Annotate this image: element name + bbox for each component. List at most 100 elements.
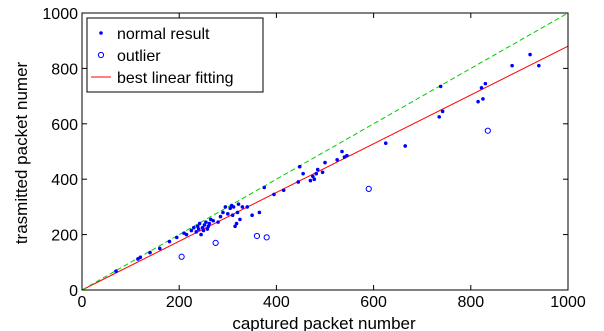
x-tick-label: 600 (360, 294, 387, 311)
y-tick-label: 400 (51, 172, 78, 189)
data-point (308, 178, 313, 183)
reference-line (81, 12, 569, 291)
data-point (157, 246, 162, 251)
data-point (195, 224, 200, 229)
data-point (200, 225, 205, 230)
data-point (272, 192, 276, 197)
x-tick-label: 400 (263, 294, 290, 311)
data-point (211, 218, 216, 223)
data-point (528, 52, 532, 57)
legend-label: outlier (117, 48, 161, 65)
data-point (383, 141, 388, 145)
data-point (238, 217, 242, 222)
outlier-point (212, 239, 219, 247)
data-point (240, 205, 245, 209)
data-point (204, 220, 208, 224)
data-point (233, 224, 237, 229)
data-point (205, 227, 210, 231)
data-point (216, 220, 220, 224)
data-point (257, 210, 262, 215)
data-point (323, 160, 327, 165)
data-point (228, 206, 233, 211)
outlier-point (365, 185, 372, 192)
outlier-point (263, 234, 270, 241)
data-point (199, 232, 203, 237)
x-axis-label: captured packet number (232, 314, 416, 331)
data-point (297, 164, 302, 169)
plot-frame (81, 12, 569, 291)
data-point (138, 255, 143, 260)
data-point (206, 224, 211, 229)
x-tick-label: 1000 (550, 294, 586, 311)
data-point (311, 174, 315, 179)
data-point (223, 205, 228, 209)
data-point (218, 214, 223, 219)
axes-layer (81, 12, 569, 291)
data-point (296, 180, 301, 184)
data-point (221, 210, 225, 215)
data-point (301, 171, 305, 176)
data-point (207, 221, 212, 226)
legend-marker-open (97, 51, 105, 59)
data-point (231, 205, 236, 209)
data-point (201, 228, 206, 233)
data-point (194, 230, 199, 234)
data-point (236, 202, 241, 206)
data-point (250, 213, 254, 218)
outlier-point (178, 253, 185, 260)
data-point (481, 97, 485, 101)
x-tick-label: 0 (78, 294, 87, 311)
legend: normal result outlier best linear fitting (86, 17, 264, 93)
data-point (184, 232, 189, 237)
data-point (281, 188, 286, 193)
data-point (314, 171, 319, 176)
data-point (438, 84, 443, 89)
data-point (440, 109, 445, 114)
y-tick-label: 600 (51, 117, 78, 134)
data-point (202, 223, 207, 227)
outlier-point (484, 127, 491, 134)
data-point (312, 177, 317, 181)
data-point (479, 85, 484, 90)
data-point (345, 153, 349, 158)
data-point (189, 228, 194, 233)
fit-line (81, 45, 569, 291)
data-point (196, 227, 201, 231)
data-point (315, 167, 320, 172)
data-point (234, 221, 239, 226)
x-tick-label: 800 (457, 294, 484, 311)
y-tick-label: 800 (51, 61, 78, 78)
data-point (437, 115, 442, 119)
legend-marker-filled (99, 31, 103, 35)
ticks-layer: 0 200 400 600 800 1000 0 200 400 600 800 1000 (42, 6, 585, 311)
data-point (148, 250, 152, 255)
data-point (235, 210, 240, 215)
data-point (262, 185, 267, 190)
data-point (167, 239, 172, 244)
legend-label: best linear fitting (117, 70, 234, 87)
data-point (320, 170, 325, 175)
data-point (483, 81, 488, 86)
y-tick-label: 0 (69, 283, 78, 300)
data-point (174, 235, 179, 240)
legend-label: normal result (117, 26, 210, 43)
data-point (191, 225, 196, 230)
y-axis-label: trasmitted packet numer (12, 61, 31, 244)
data-point (245, 205, 250, 209)
x-tick-label: 200 (166, 294, 193, 311)
data-point (230, 213, 235, 218)
data-point (537, 63, 541, 68)
data-point (197, 221, 202, 226)
data-point (403, 144, 407, 148)
data-point (114, 269, 118, 273)
y-tick-label: 1000 (42, 6, 78, 23)
data-point (510, 63, 514, 68)
data-point (476, 99, 480, 104)
series-layer (81, 12, 569, 291)
data-point (226, 212, 230, 216)
data-point (335, 158, 339, 162)
outlier-point (253, 232, 261, 240)
data-point (340, 149, 344, 154)
legend-box (86, 17, 264, 93)
